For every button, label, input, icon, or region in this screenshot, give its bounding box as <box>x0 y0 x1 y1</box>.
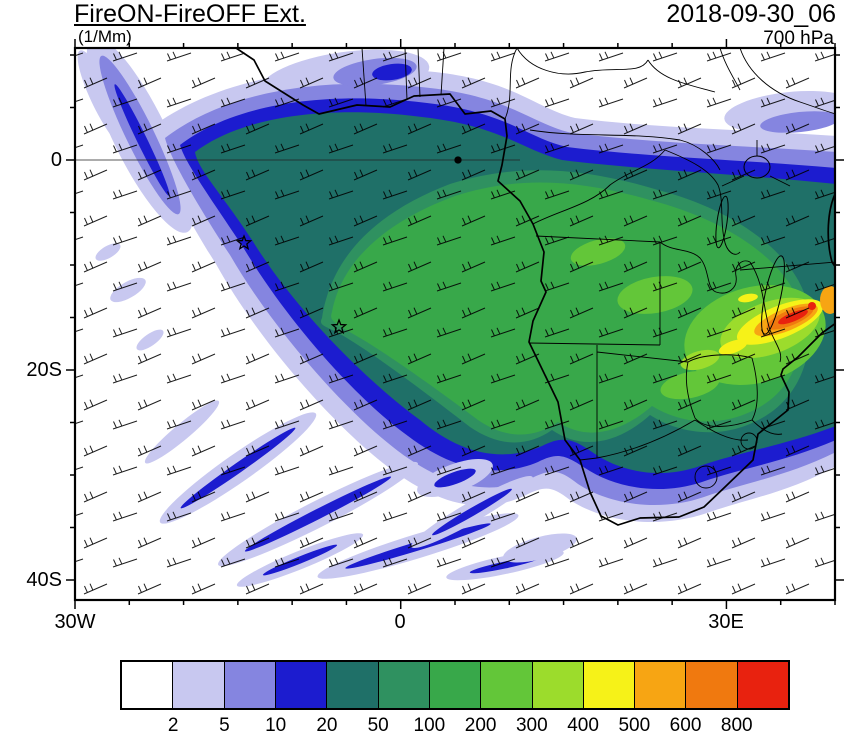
xtick-label-30e: 30E <box>708 611 744 633</box>
colorbar-label: 100 <box>413 715 446 736</box>
colorbar <box>120 660 790 710</box>
colorbar-swatch-12 <box>737 662 789 708</box>
wind-barbs-overlay <box>75 48 835 600</box>
valid-time-label: 2018-09-30_06 <box>666 0 836 28</box>
colorbar-label: 2 <box>167 715 179 736</box>
colorbar-swatch-11 <box>686 662 738 708</box>
colorbar-swatch-8 <box>532 662 584 708</box>
colorbar-swatch-9 <box>583 662 636 708</box>
island-dot-marker <box>454 156 462 164</box>
star-marker <box>330 318 348 335</box>
colorbar-label: 400 <box>567 715 599 736</box>
colorbar-label: 20 <box>316 715 338 736</box>
colorbar-label: 500 <box>618 715 651 736</box>
ytick-label-20s: 20S <box>26 359 62 381</box>
ytick-label-0: 0 <box>50 149 62 171</box>
star-marker <box>235 234 253 251</box>
colorbar-swatch-4 <box>327 662 379 708</box>
colorbar-swatch-10 <box>635 662 687 708</box>
colorbar-swatch-2 <box>224 662 276 708</box>
colorbar-label: 300 <box>515 715 548 736</box>
plot-title: FireON-FireOFF Ext. <box>74 0 306 28</box>
colorbar-swatch-6 <box>429 662 482 708</box>
xtick-label-0: 0 <box>394 611 406 633</box>
xtick-label-30w: 30W <box>54 611 96 633</box>
colorbar-label: 600 <box>669 715 702 736</box>
colorbar-label: 200 <box>464 715 497 736</box>
colorbar-swatch-3 <box>275 662 328 708</box>
axis-ticks <box>66 39 844 609</box>
ytick-label-40s: 40S <box>26 569 62 591</box>
units-label: (1/Mm) <box>78 27 132 46</box>
colorbar-swatch-0 <box>122 662 174 708</box>
colorbar-swatch-1 <box>173 662 225 708</box>
colorbar-label: 800 <box>720 715 753 736</box>
colorbar-swatch-5 <box>378 662 430 708</box>
colorbar-label: 5 <box>219 715 230 736</box>
island-markers <box>235 156 462 335</box>
colorbar-label: 50 <box>367 715 389 736</box>
colorbar-label: 10 <box>265 715 287 736</box>
colorbar-swatch-7 <box>481 662 533 708</box>
colorbar-labels: 2 5 10 20 50 100 200 300 400 500 600 800 <box>120 715 790 741</box>
